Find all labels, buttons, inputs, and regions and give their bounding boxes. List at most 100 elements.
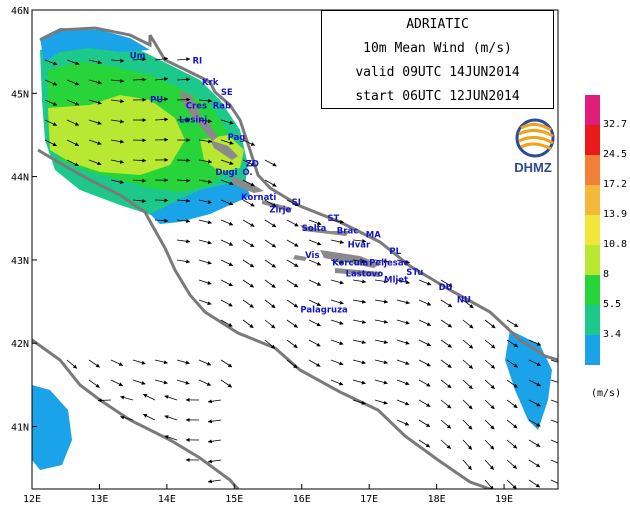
- wind-arrow: [374, 319, 389, 324]
- wind-arrow: [110, 99, 125, 104]
- wind-arrow: [528, 379, 541, 387]
- wind-arrow: [418, 359, 431, 367]
- wind-arrow: [308, 319, 321, 327]
- place-label: SE: [221, 88, 233, 98]
- place-label: Mljet: [384, 275, 408, 285]
- wind-arrow: [440, 419, 452, 429]
- wind-arrow: [462, 339, 474, 349]
- legend-label: 13.9: [603, 209, 628, 220]
- y-tick-label: 42N: [11, 339, 29, 350]
- wind-arrow: [308, 219, 322, 226]
- wind-arrow: [506, 319, 519, 328]
- place-label: SI: [292, 198, 301, 208]
- wind-arrow: [374, 259, 389, 264]
- wind-arrow: [176, 57, 191, 62]
- place-label: Peljesac: [369, 259, 408, 269]
- legend-label: 3.4: [603, 329, 622, 340]
- wind-arrow: [66, 359, 78, 369]
- x-tick-label: 13E: [90, 494, 108, 505]
- wind-arrow: [286, 219, 299, 227]
- wind-arrow: [154, 218, 169, 223]
- wind-arrow: [88, 159, 102, 166]
- wind-arrow: [352, 259, 367, 264]
- wind-arrow: [484, 419, 495, 430]
- wind-arrow: [120, 395, 134, 401]
- place-label: Hvar: [348, 240, 371, 250]
- place-label: Krk: [202, 78, 219, 88]
- wind-arrow: [132, 379, 146, 385]
- wind-arrow: [66, 159, 79, 167]
- wind-arrow: [88, 119, 102, 125]
- wind-arrow: [110, 139, 125, 144]
- wind-arrow: [132, 198, 147, 203]
- wind-arrow: [264, 319, 276, 329]
- place-label: Losinj: [179, 115, 207, 125]
- wind-arrow: [264, 279, 276, 289]
- wind-arrow: [264, 339, 276, 349]
- wind-arrow: [154, 198, 169, 203]
- wind-arrow: [330, 379, 344, 386]
- place-label: Kornati: [241, 193, 276, 203]
- wind-arrow: [484, 399, 495, 410]
- wind-arrow: [330, 279, 344, 285]
- y-tick-label: 44N: [11, 173, 29, 184]
- wind-arrow: [88, 59, 102, 65]
- place-label: STu: [406, 268, 423, 278]
- wind-arrow: [484, 379, 495, 390]
- wind-arrow: [154, 379, 168, 385]
- wind-shade-blue-north: [40, 28, 150, 62]
- wind-arrow: [220, 159, 234, 165]
- place-label: RI: [192, 56, 202, 66]
- wind-arrow: [242, 259, 255, 268]
- place-label: Rab: [213, 101, 231, 111]
- wind-arrow: [220, 239, 234, 246]
- y-tick-label: 41N: [11, 423, 29, 434]
- wind-arrow: [440, 279, 453, 288]
- wind-arrow: [198, 179, 213, 184]
- wind-arrow: [550, 359, 558, 363]
- wind-arrow: [198, 159, 213, 164]
- wind-arrow: [220, 359, 233, 368]
- wind-arrow: [44, 79, 58, 86]
- place-label: PU: [150, 95, 163, 105]
- wind-arrow: [528, 459, 541, 468]
- wind-arrow: [66, 79, 80, 86]
- wind-arrow: [506, 419, 518, 429]
- legend-swatch: [585, 215, 600, 245]
- wind-arrow: [198, 199, 213, 204]
- legend-swatch: [585, 125, 600, 155]
- wind-arrow: [198, 239, 212, 245]
- legend-label: 17.2: [603, 179, 628, 190]
- wind-arrow: [440, 359, 452, 369]
- wind-arrow: [66, 59, 80, 66]
- wind-arrow: [176, 359, 190, 365]
- wind-shade-blue-edge: [150, 180, 250, 224]
- wind-arrow: [220, 199, 234, 206]
- place-label: ST: [327, 214, 339, 224]
- wind-arrow: [176, 259, 191, 264]
- wind-arrow: [396, 339, 410, 345]
- wind-arrow: [207, 439, 222, 444]
- legend-swatch: [585, 275, 600, 305]
- wind-arrow: [286, 199, 299, 207]
- wind-arrow: [220, 279, 233, 287]
- wind-arrow: [154, 359, 168, 365]
- wind-arrow: [330, 319, 344, 325]
- wind-arrow: [462, 359, 474, 369]
- wind-arrow: [528, 399, 541, 407]
- wind-arrow: [506, 379, 518, 388]
- wind-arrow: [374, 379, 388, 385]
- wind-arrow: [440, 319, 453, 328]
- wind-arrow: [484, 439, 495, 450]
- wind-arrow: [286, 259, 299, 268]
- wind-arrow: [352, 279, 367, 284]
- wind-arrow: [286, 339, 298, 349]
- wind-arrow: [462, 399, 473, 410]
- wind-arrow: [110, 78, 125, 83]
- wind-arrow: [484, 319, 496, 329]
- dhmz-logo: DHMZ: [503, 116, 563, 178]
- wind-arrow: [462, 379, 473, 390]
- wind-arrow: [506, 439, 518, 449]
- wind-arrow: [220, 259, 234, 266]
- legend-swatch: [585, 95, 600, 125]
